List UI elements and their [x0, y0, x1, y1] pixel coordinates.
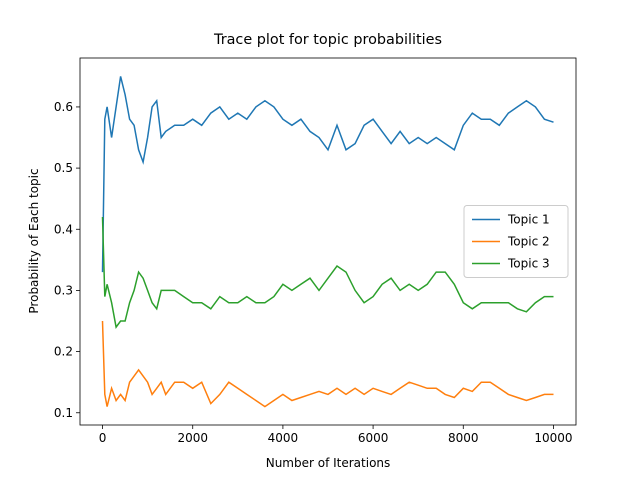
- y-axis-label: Probability of Each topic: [27, 168, 41, 313]
- x-axis-label: Number of Iterations: [266, 456, 391, 470]
- y-tick-label: 0.5: [54, 161, 73, 175]
- legend-label: Topic 3: [507, 257, 550, 271]
- y-tick-label: 0.1: [54, 406, 73, 420]
- x-tick-label: 8000: [448, 431, 479, 445]
- x-tick-label: 4000: [268, 431, 299, 445]
- x-tick-label: 2000: [177, 431, 208, 445]
- y-tick-label: 0.3: [54, 283, 73, 297]
- legend-box: [463, 205, 569, 278]
- line: [101, 76, 554, 273]
- legend-label: Topic 1: [507, 213, 550, 227]
- y-tick-label: 0.6: [54, 100, 73, 114]
- chart-title: Trace plot for topic probabilities: [213, 32, 442, 48]
- x-tick-label: 10000: [534, 431, 572, 445]
- x-tick-label: 0: [99, 431, 107, 445]
- y-tick-label: 0.2: [54, 345, 73, 359]
- plot-frame: [79, 57, 577, 426]
- legend-label: Topic 2: [507, 235, 550, 249]
- y-tick-label: 0.4: [54, 222, 73, 236]
- line: [101, 216, 554, 329]
- line: [101, 320, 554, 408]
- x-tick-label: 6000: [358, 431, 389, 445]
